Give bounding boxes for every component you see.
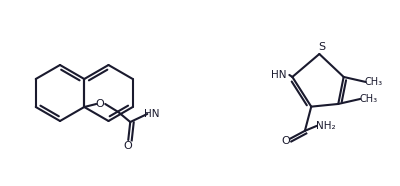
Text: S: S	[318, 42, 325, 52]
Text: HN: HN	[271, 70, 286, 80]
Text: O: O	[282, 136, 290, 146]
Text: NH₂: NH₂	[316, 121, 336, 131]
Text: CH₃: CH₃	[359, 94, 377, 104]
Text: O: O	[124, 141, 133, 151]
Text: CH₃: CH₃	[364, 77, 383, 87]
Text: HN: HN	[144, 109, 160, 119]
Text: O: O	[96, 99, 105, 109]
